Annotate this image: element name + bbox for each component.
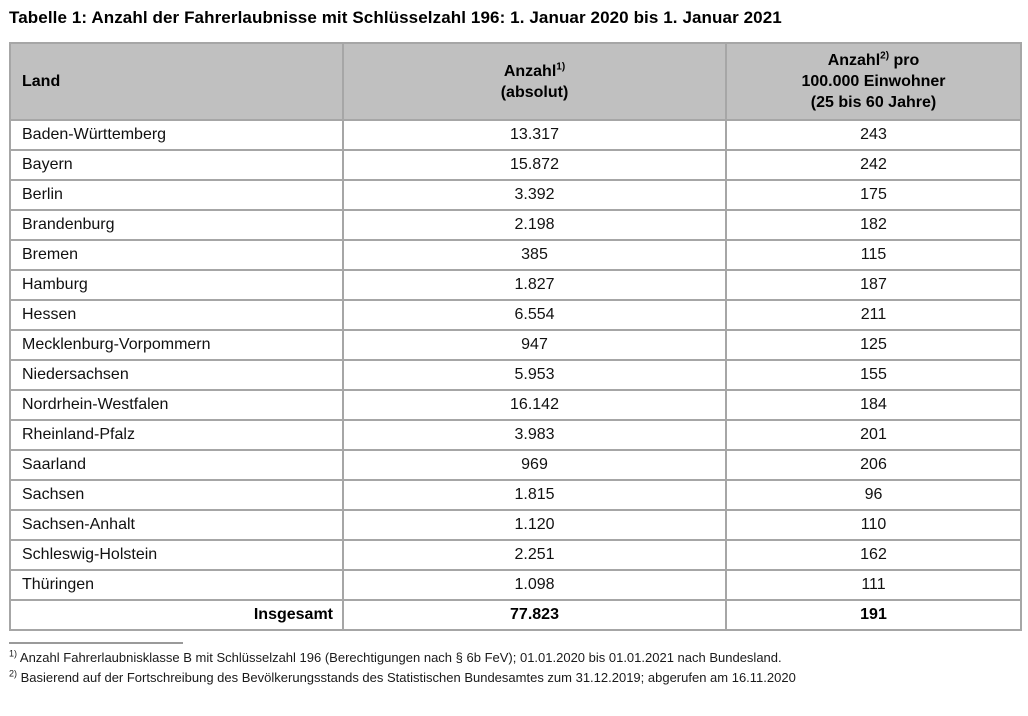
cell-per-capita: 110: [725, 509, 1022, 541]
cell-land: Schleswig-Holstein: [9, 539, 344, 571]
cell-anzahl: 13.317: [342, 119, 727, 151]
page-title: Tabelle 1: Anzahl der Fahrerlaubnisse mi…: [9, 8, 782, 27]
cell-anzahl: 16.142: [342, 389, 727, 421]
header-cell-per-capita: Anzahl2) pro 100.000 Einwohner (25 bis 6…: [725, 42, 1022, 121]
table-row: Hessen 6.554 211: [9, 299, 1022, 331]
cell-per-capita: 162: [725, 539, 1022, 571]
header-cell-anzahl: Anzahl1) (absolut): [342, 42, 727, 121]
cell-land: Sachsen-Anhalt: [9, 509, 344, 541]
cell-land: Bremen: [9, 239, 344, 271]
cell-anzahl: 1.827: [342, 269, 727, 301]
total-label: Insgesamt: [9, 599, 344, 631]
cell-land: Nordrhein-Westfalen: [9, 389, 344, 421]
table-row: Brandenburg 2.198 182: [9, 209, 1022, 241]
table-row: Sachsen-Anhalt 1.120 110: [9, 509, 1022, 541]
table-row: Saarland 969 206: [9, 449, 1022, 481]
total-per-capita: 191: [725, 599, 1022, 631]
table-row: Bremen 385 115: [9, 239, 1022, 271]
cell-anzahl: 385: [342, 239, 727, 271]
cell-anzahl: 2.251: [342, 539, 727, 571]
footnote-2-text: Basierend auf der Fortschreibung des Bev…: [17, 670, 796, 685]
cell-anzahl: 1.120: [342, 509, 727, 541]
cell-per-capita: 155: [725, 359, 1022, 391]
cell-anzahl: 1.815: [342, 479, 727, 511]
table-row: Hamburg 1.827 187: [9, 269, 1022, 301]
table-row: Mecklenburg-Vorpommern 947 125: [9, 329, 1022, 361]
cell-land: Saarland: [9, 449, 344, 481]
cell-land: Brandenburg: [9, 209, 344, 241]
cell-per-capita: 175: [725, 179, 1022, 211]
table-row: Bayern 15.872 242: [9, 149, 1022, 181]
table-header-row: Land Anzahl1) (absolut) Anzahl2) pro 100…: [9, 42, 1022, 121]
cell-per-capita: 182: [725, 209, 1022, 241]
cell-per-capita: 115: [725, 239, 1022, 271]
footnote-ref-2: 2): [880, 50, 890, 62]
cell-per-capita: 242: [725, 149, 1022, 181]
cell-anzahl: 15.872: [342, 149, 727, 181]
cell-land: Hessen: [9, 299, 344, 331]
header-pro-suffix: pro: [889, 52, 920, 69]
cell-anzahl: 947: [342, 329, 727, 361]
cell-per-capita: 243: [725, 119, 1022, 151]
footnote-1-marker: 1): [9, 648, 18, 659]
cell-anzahl: 3.983: [342, 419, 727, 451]
cell-anzahl: 5.953: [342, 359, 727, 391]
footnote-1-text: Anzahl Fahrerlaubnisklasse B mit Schlüss…: [17, 650, 782, 665]
header-land-label: Land: [22, 72, 61, 90]
header-anzahl-sublabel: (absolut): [500, 83, 569, 101]
cell-land: Rheinland-Pfalz: [9, 419, 344, 451]
table-row: Sachsen 1.815 96: [9, 479, 1022, 511]
table-total-row: Insgesamt 77.823 191: [9, 599, 1022, 631]
total-anzahl: 77.823: [342, 599, 727, 631]
table-row: Schleswig-Holstein 2.251 162: [9, 539, 1022, 571]
cell-anzahl: 969: [342, 449, 727, 481]
header-pro-line2: 100.000 Einwohner: [801, 73, 946, 90]
cell-per-capita: 187: [725, 269, 1022, 301]
table-row: Thüringen 1.098 111: [9, 569, 1022, 601]
cell-per-capita: 211: [725, 299, 1022, 331]
cell-land: Berlin: [9, 179, 344, 211]
cell-per-capita: 184: [725, 389, 1022, 421]
cell-per-capita: 111: [725, 569, 1022, 601]
table-row: Niedersachsen 5.953 155: [9, 359, 1022, 391]
fahrerlaubnisse-table: Land Anzahl1) (absolut) Anzahl2) pro 100…: [9, 42, 1022, 631]
footnote-block: 1) Anzahl Fahrerlaubnisklasse B mit Schl…: [9, 642, 1020, 688]
footnote-separator-rule: [9, 642, 183, 644]
table-row: Berlin 3.392 175: [9, 179, 1022, 211]
cell-land: Bayern: [9, 149, 344, 181]
cell-land: Mecklenburg-Vorpommern: [9, 329, 344, 361]
cell-land: Hamburg: [9, 269, 344, 301]
footnote-1: 1) Anzahl Fahrerlaubnisklasse B mit Schl…: [9, 648, 1020, 668]
cell-land: Sachsen: [9, 479, 344, 511]
table-row: Baden-Württemberg 13.317 243: [9, 119, 1022, 151]
cell-per-capita: 125: [725, 329, 1022, 361]
cell-land: Thüringen: [9, 569, 344, 601]
cell-per-capita: 96: [725, 479, 1022, 511]
cell-land: Niedersachsen: [9, 359, 344, 391]
cell-anzahl: 3.392: [342, 179, 727, 211]
cell-anzahl: 1.098: [342, 569, 727, 601]
footnote-ref-1: 1): [556, 61, 566, 73]
table-row: Rheinland-Pfalz 3.983 201: [9, 419, 1022, 451]
header-pro-line3: (25 bis 60 Jahre): [810, 94, 937, 111]
table-row: Nordrhein-Westfalen 16.142 184: [9, 389, 1022, 421]
cell-anzahl: 6.554: [342, 299, 727, 331]
header-pro-label: Anzahl: [827, 52, 881, 69]
cell-per-capita: 201: [725, 419, 1022, 451]
cell-anzahl: 2.198: [342, 209, 727, 241]
cell-per-capita: 206: [725, 449, 1022, 481]
cell-land: Baden-Württemberg: [9, 119, 344, 151]
footnote-2: 2) Basierend auf der Fortschreibung des …: [9, 668, 1020, 688]
header-cell-land: Land: [9, 42, 344, 121]
header-anzahl-label: Anzahl: [503, 62, 557, 80]
footnote-2-marker: 2): [9, 668, 18, 679]
